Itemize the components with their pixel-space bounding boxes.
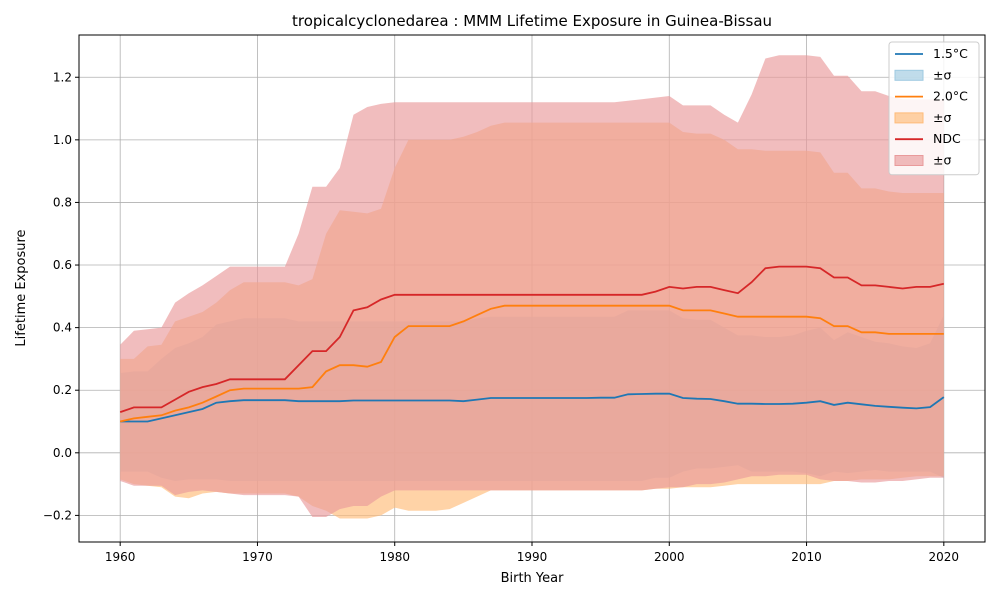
line-NDC [119,265,944,413]
y-axis-ticks: −0.2 0.0 0.2 0.4 0.6 0.8 1.0 1.2 [43,70,79,522]
legend-band-label: ±σ [933,67,951,82]
legend-band-label: ±σ [933,153,951,168]
legend-band-swatch [894,69,924,81]
x-axis-label: Birth Year [501,571,565,586]
legend-series-label: 2.0°C [933,89,968,104]
y-tick-label: 0.4 [53,321,72,335]
series-lines [119,265,945,423]
y-axis-label: Lifetime Exposure [14,229,29,346]
y-tick-label: 0.6 [53,258,72,272]
y-tick-label: 1.2 [53,70,72,84]
chart-title: tropicalcyclonedarea : MMM Lifetime Expo… [292,12,772,30]
line-2.0°C [120,304,944,423]
legend-series-label: NDC [933,131,961,146]
legend-series-label: 1.5°C [933,46,968,61]
x-tick-label: 1960 [105,550,136,564]
y-tick-label: 0.8 [53,195,72,209]
legend-band-swatch [894,112,924,124]
y-tick-label: 0.2 [53,383,72,397]
x-tick-label: 2010 [791,550,822,564]
y-tick-label: −0.2 [43,508,72,522]
y-tick-label: 1.0 [53,133,72,147]
x-tick-label: 2000 [654,550,685,564]
x-axis-ticks: 1960 1970 1980 1990 2000 2010 2020 [105,542,959,564]
x-tick-label: 1970 [242,550,273,564]
x-tick-label: 1980 [379,550,410,564]
y-tick-label: 0.0 [53,446,72,460]
x-tick-label: 1990 [517,550,548,564]
legend-band-swatch [894,155,924,166]
x-tick-label: 2020 [929,550,960,564]
line-1.5°C [120,392,945,423]
legend: 1.5°C ±σ 2.0°C ±σ NDC ±σ [888,41,980,176]
legend-band-label: ±σ [933,110,951,125]
